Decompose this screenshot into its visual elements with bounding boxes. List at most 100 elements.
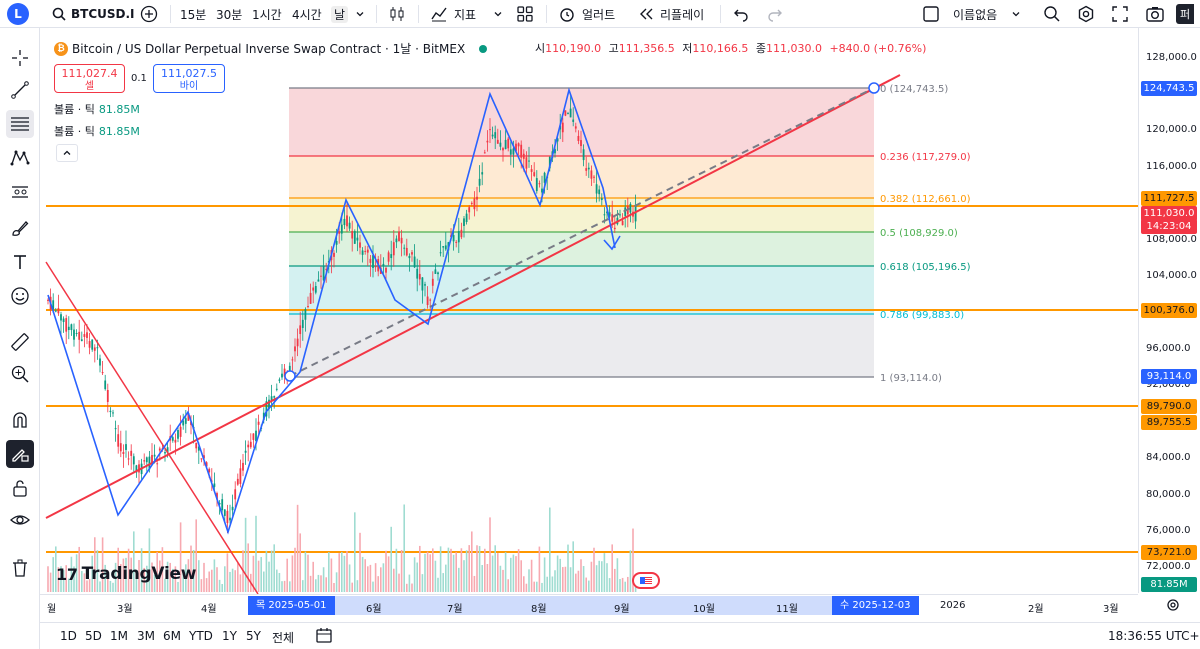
tf-15m[interactable]: 15분 (180, 4, 206, 24)
fib-tool[interactable] (6, 110, 34, 138)
measure-tool[interactable] (6, 328, 34, 356)
trend-lines[interactable] (45, 74, 901, 595)
candle-body (320, 275, 322, 277)
tf-label[interactable]: 30분 (216, 7, 243, 22)
symbol-description[interactable]: Bitcoin / US Dollar Perpetual Inverse Sw… (72, 42, 466, 56)
tf-label[interactable]: 4시간 (292, 7, 322, 22)
chart-type-button[interactable] (388, 4, 406, 24)
templates-button[interactable] (516, 4, 534, 24)
tf-label[interactable]: 날 (331, 5, 349, 23)
volume-bar (372, 581, 374, 592)
publish-button[interactable]: 퍼 (1176, 4, 1195, 24)
range-button-전체[interactable]: 전체 (272, 631, 295, 645)
range-button-YTD[interactable]: YTD (189, 629, 213, 643)
range-button-1M[interactable]: 1M (110, 629, 128, 643)
symbol-label[interactable]: BTCUSD.I (71, 7, 135, 21)
tf-1h[interactable]: 1시간 (252, 4, 282, 24)
axis-settings-button[interactable] (1166, 598, 1180, 615)
volume-bar (302, 580, 304, 592)
candle-body (249, 441, 252, 448)
time-axis[interactable] (40, 594, 1138, 618)
compare-button[interactable] (140, 4, 158, 24)
pattern-tool[interactable] (6, 144, 34, 172)
volume-bar (270, 550, 273, 592)
pattern-zigzag[interactable] (47, 87, 621, 535)
volume-legend-row[interactable]: 볼륨 · 틱 81.85M (54, 101, 140, 117)
drawing-mode-tool[interactable] (6, 440, 34, 468)
indicators-dropdown[interactable] (493, 4, 503, 24)
forecast-tool[interactable] (6, 178, 34, 206)
candle-body (114, 428, 117, 430)
crosshair-tool[interactable] (6, 44, 34, 72)
flag-icon[interactable] (632, 572, 660, 589)
volume-bar (393, 568, 395, 592)
zoom-tool[interactable] (6, 360, 34, 388)
fib-retracement[interactable] (289, 87, 874, 378)
replay-label[interactable]: 리플레이 (660, 7, 705, 22)
buy-button[interactable]: 111,027.5 바이 (153, 64, 225, 93)
candle-body (429, 299, 432, 301)
indicators-button[interactable]: 지표 (430, 4, 476, 24)
indicators-label[interactable]: 지표 (454, 7, 477, 22)
layout-name[interactable]: 이름없음 (953, 4, 997, 24)
lock-tool[interactable] (6, 474, 34, 502)
date-range-button[interactable] (316, 627, 334, 646)
volume-bar (624, 581, 626, 592)
emoji-tool[interactable] (6, 282, 34, 310)
range-button-1D[interactable]: 1D (60, 629, 77, 643)
price-axis[interactable] (1138, 28, 1200, 593)
volume-bars (47, 504, 637, 592)
time-tick: 3월 (1103, 604, 1119, 615)
sell-button[interactable]: 111,027.4 셀 (54, 64, 125, 93)
utc-clock[interactable]: 18:36:55 UTC+9 (1108, 629, 1200, 643)
snapshot-button[interactable] (1145, 4, 1165, 24)
xabcd-pattern-icon (10, 150, 30, 166)
range-button-1Y[interactable]: 1Y (222, 629, 237, 643)
delete-tool[interactable] (6, 554, 34, 582)
range-button-5D[interactable]: 5D (85, 629, 102, 643)
text-tool[interactable] (6, 248, 34, 276)
volume-legend-row[interactable]: 볼륨 · 틱 81.85M (54, 123, 140, 139)
range-button-5Y[interactable]: 5Y (246, 629, 261, 643)
layout-dropdown[interactable] (1011, 4, 1021, 24)
replay-button[interactable]: 리플레이 (638, 4, 704, 24)
time-selection-range[interactable] (248, 596, 913, 615)
undo-button[interactable] (733, 4, 749, 24)
tf-dropdown[interactable] (355, 4, 365, 24)
candle-body (473, 198, 476, 210)
volume-bar (619, 579, 621, 592)
alert-button[interactable]: 얼러트 (558, 4, 615, 24)
tf-1d[interactable]: 날 (331, 4, 349, 24)
user-avatar[interactable]: L (7, 3, 29, 25)
quick-search-button[interactable] (1043, 4, 1061, 24)
pencil-lock-icon (12, 449, 29, 462)
settings-button[interactable] (1077, 4, 1095, 24)
brush-tool[interactable] (6, 214, 34, 242)
market-status-dot[interactable] (479, 44, 488, 53)
candle-body (299, 325, 302, 335)
redo-button[interactable] (767, 4, 783, 24)
range-button-3M[interactable]: 3M (137, 629, 155, 643)
fullscreen-button[interactable] (1112, 4, 1128, 24)
tf-label[interactable]: 15분 (180, 7, 207, 22)
layout-checkbox[interactable] (922, 4, 940, 24)
tf-4h[interactable]: 4시간 (292, 4, 322, 24)
legend-collapse-button[interactable] (56, 144, 78, 162)
avatar[interactable]: L (7, 3, 29, 25)
candle-body (179, 426, 182, 437)
trendline-tool[interactable] (6, 76, 34, 104)
candle-body (437, 272, 439, 275)
visibility-tool[interactable] (6, 506, 34, 534)
tf-30m[interactable]: 30분 (216, 4, 242, 24)
alert-label[interactable]: 얼러트 (582, 7, 616, 22)
tf-label[interactable]: 1시간 (252, 7, 282, 22)
horizontal-lines[interactable] (46, 205, 1138, 553)
magnet-tool[interactable] (6, 406, 34, 434)
volume-bar (304, 551, 307, 592)
range-button-6M[interactable]: 6M (163, 629, 181, 643)
layout-name-label[interactable]: 이름없음 (953, 7, 998, 22)
publish-label[interactable]: 퍼 (1176, 4, 1195, 24)
chart-legend-title[interactable]: ₿ Bitcoin / US Dollar Perpetual Inverse … (54, 40, 488, 57)
symbol-search[interactable]: BTCUSD.I (52, 4, 135, 24)
